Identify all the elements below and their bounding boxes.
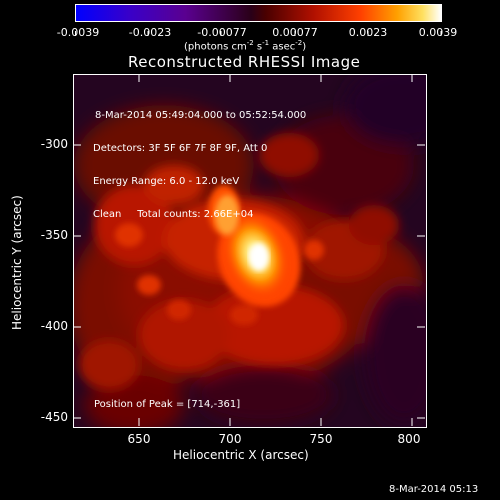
info-energy-range: Energy Range: 6.0 - 12.0 keV: [93, 176, 240, 187]
x-tick-label: 750: [309, 432, 333, 446]
units-text: ): [302, 41, 307, 53]
x-tick-label: 700: [218, 432, 242, 446]
y-axis-label: Heliocentric Y (arcsec): [10, 195, 24, 330]
footer-timestamp: 8-Mar-2014 05:13: [389, 484, 479, 495]
plot-title: Reconstructed RHESSI Image: [128, 53, 361, 71]
units-exponent: -2: [246, 39, 254, 47]
colorbar-tick-marks: [75, 21, 442, 36]
y-tick-label: -300: [40, 137, 68, 151]
axis-ticks: [73, 74, 425, 426]
info-time-range: 8-Mar-2014 05:49:04.000 to 05:52:54.000: [95, 110, 307, 121]
colorbar-tick-label: 0.0023: [348, 26, 388, 39]
x-axis-label: Heliocentric X (arcsec): [173, 448, 309, 462]
info-clean-counts: Clean Total counts: 2.66E+04: [93, 209, 254, 220]
y-tick-label: -350: [40, 228, 68, 242]
units-exponent: -2: [295, 39, 303, 47]
rhessi-image: [73, 74, 427, 428]
observation-info: 8-Mar-2014 05:49:04.000 to 05:52:54.000 …: [93, 88, 306, 231]
units-text: asec: [269, 41, 296, 53]
colorbar-units: (photons cm-2 s-1 asec-2): [184, 39, 306, 52]
units-text: s: [253, 41, 263, 53]
colorbar-tick-label: -0.0039: [56, 26, 100, 39]
flare-image-svg: [74, 75, 426, 427]
units-exponent: -1: [262, 39, 270, 47]
peak-position-label: Position of Peak = [714,-361]: [94, 399, 241, 410]
units-text: (photons cm: [184, 41, 247, 53]
colorbar-tick-label: -0.00077: [197, 26, 247, 39]
colorbar-tick-label: 0.00077: [272, 26, 318, 39]
x-tick-label: 800: [397, 432, 421, 446]
y-tick-label: -450: [40, 410, 68, 424]
y-tick-label: -400: [40, 319, 68, 333]
colorbar-tick-label: -0.0023: [128, 26, 172, 39]
x-tick-label: 650: [127, 432, 151, 446]
info-detectors: Detectors: 3F 5F 6F 7F 8F 9F, Att 0: [93, 143, 268, 154]
colorbar: [75, 4, 442, 22]
colorbar-tick-label: 0.0039: [418, 26, 458, 39]
